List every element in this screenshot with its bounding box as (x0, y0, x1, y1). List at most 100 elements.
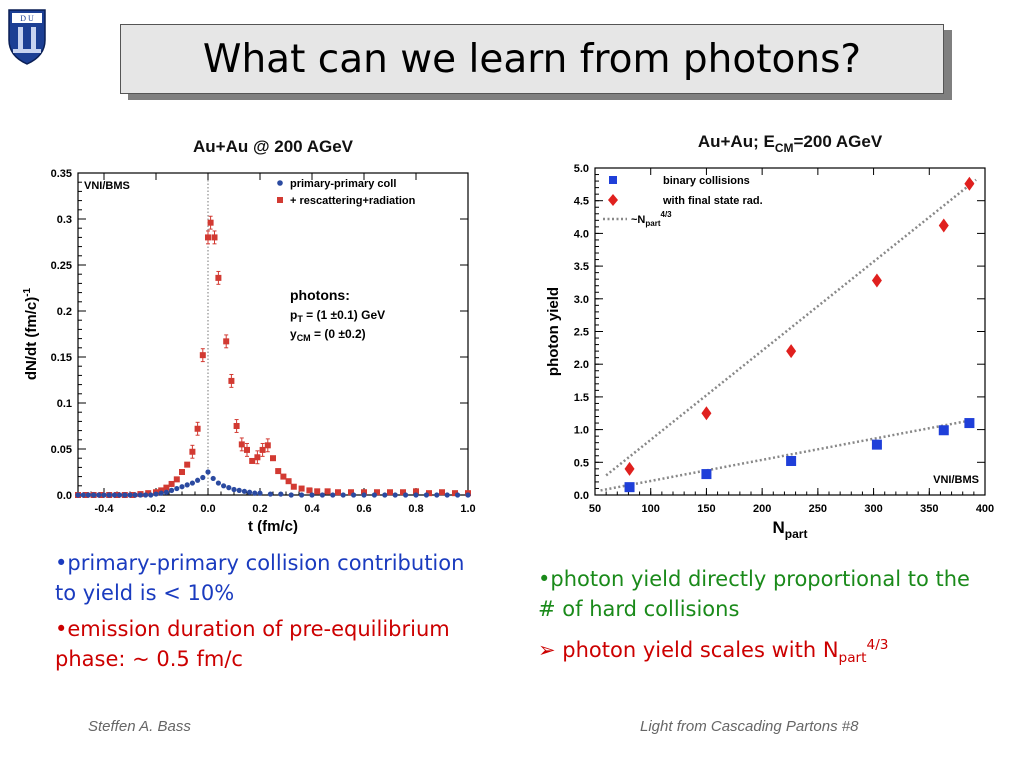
data-point-primary (143, 492, 149, 498)
data-point-rescattering (158, 487, 165, 494)
duke-university-shield-logo: D U (8, 9, 46, 65)
x-tick-label: -0.2 (147, 503, 166, 515)
x-tick-label: 0.4 (304, 503, 320, 515)
bullet-emission-duration: •emission duration of pre-equilibrium ph… (55, 617, 450, 671)
data-point-primary (163, 489, 169, 495)
bullet-photon-yield-proportional: •photon yield directly proportional to t… (538, 567, 970, 621)
data-point-rescattering (205, 234, 211, 241)
x-tick-label: 100 (642, 503, 660, 515)
data-point-rescattering (199, 352, 206, 359)
legend-label: with final state rad. (662, 195, 763, 207)
data-point-primary (465, 492, 471, 498)
data-point-primary (351, 492, 357, 498)
legend-label: primary-primary coll (290, 178, 396, 190)
data-point-primary (278, 491, 284, 497)
data-point-rescattering (306, 487, 313, 494)
y-tick-label: 4.5 (574, 196, 589, 208)
plot-frame (77, 172, 469, 496)
data-point-rescattering (168, 480, 175, 487)
data-point-rescattering (215, 274, 222, 281)
y-tick-label: 4.0 (574, 228, 589, 240)
chart-title: Au+Au; ECM=200 AGeV (698, 132, 883, 155)
y-tick-label: 3.5 (574, 261, 589, 273)
annotation-pt: pT = (1 ±0.1) GeV (290, 308, 385, 324)
data-point-primary (434, 492, 440, 498)
data-point-primary (75, 492, 81, 498)
left-bullet-list: •primary-primary collision contribution … (55, 548, 475, 680)
data-point-rescattering (223, 338, 230, 345)
data-point-binary (871, 439, 882, 450)
data-point-rescattering (374, 489, 380, 496)
data-point-primary (455, 492, 461, 498)
bullet-primary-collision: •primary-primary collision contribution … (55, 551, 465, 605)
annotation-photons: photons: (290, 287, 350, 303)
data-point-final-state (701, 406, 712, 421)
data-point-primary (319, 492, 325, 498)
y-tick-label: 0.0 (574, 490, 589, 502)
data-point-rescattering (163, 484, 170, 491)
data-point-rescattering (207, 219, 214, 226)
data-point-rescattering (314, 488, 321, 495)
data-point-primary (117, 492, 123, 498)
right-chart: Au+Au; ECM=200 AGeV 50 100 150 200 250 300 350 4… (520, 120, 1010, 545)
arrow-bullet-icon: ➢ (538, 638, 556, 662)
legend-label: binary collisions (663, 175, 750, 187)
data-point-primary (241, 488, 247, 494)
data-point-rescattering (400, 489, 406, 496)
data-point-primary (184, 482, 190, 488)
x-tick-label: 1.0 (460, 503, 475, 515)
data-point-rescattering (324, 488, 331, 495)
data-point-rescattering (348, 489, 354, 496)
data-point-primary (444, 492, 450, 498)
legend-marker-diamond (608, 194, 618, 206)
data-point-final-state (938, 218, 949, 233)
data-point-primary (85, 492, 91, 498)
y-tick-label: 5.0 (574, 163, 589, 175)
data-point-primary (392, 492, 398, 498)
data-point-rescattering (285, 478, 292, 485)
data-point-rescattering (238, 441, 245, 448)
fit-line (600, 418, 975, 492)
data-point-primary (158, 490, 164, 496)
legend-marker-square (277, 197, 283, 203)
x-tick-label: 0.2 (252, 503, 267, 515)
y-tick-label: 1.5 (574, 392, 589, 404)
data-point-rescattering (184, 461, 191, 468)
data-point-primary (137, 492, 143, 498)
y-tick-label: 0.25 (51, 260, 72, 272)
y-tick-label: 0.35 (51, 168, 72, 180)
y-tick-label: 2.5 (574, 327, 589, 339)
data-point-primary (122, 492, 128, 498)
data-point-final-state (871, 273, 882, 288)
data-point-primary (210, 475, 216, 482)
legend-label: + rescattering+radiation (290, 195, 416, 207)
data-point-primary (247, 489, 253, 495)
data-point-primary (257, 490, 263, 496)
footer-author: Steffen A. Bass (88, 718, 191, 735)
data-point-primary (309, 492, 315, 498)
data-point-primary (361, 492, 367, 498)
data-point-primary (205, 469, 211, 475)
data-point-rescattering (244, 446, 250, 453)
data-point-primary (299, 492, 305, 498)
data-point-primary (288, 492, 294, 498)
data-point-rescattering (426, 490, 432, 497)
x-tick-label: 150 (697, 503, 715, 515)
data-point-primary (132, 492, 138, 498)
x-axis-label: t (fm/c) (248, 518, 298, 535)
data-point-primary (80, 492, 86, 498)
x-tick-label: 350 (920, 503, 938, 515)
data-point-primary (169, 487, 175, 493)
data-point-primary (236, 487, 242, 493)
data-point-rescattering (387, 489, 393, 496)
data-point-primary (231, 486, 237, 493)
data-point-rescattering (211, 234, 218, 241)
data-point-primary (371, 492, 377, 498)
data-point-primary (226, 485, 232, 491)
data-point-rescattering (290, 483, 297, 490)
y-tick-label: 3.0 (574, 294, 589, 306)
annotation-ycm: yCM = (0 ±0.2) (290, 327, 366, 343)
data-point-rescattering (254, 454, 261, 461)
data-point-rescattering (439, 489, 445, 496)
photon-emission-time-chart: Au+Au @ 200 AGeV -0.4 -0.2 0.0 0.2 0.4 0.6 0.8 1… (22, 137, 476, 535)
